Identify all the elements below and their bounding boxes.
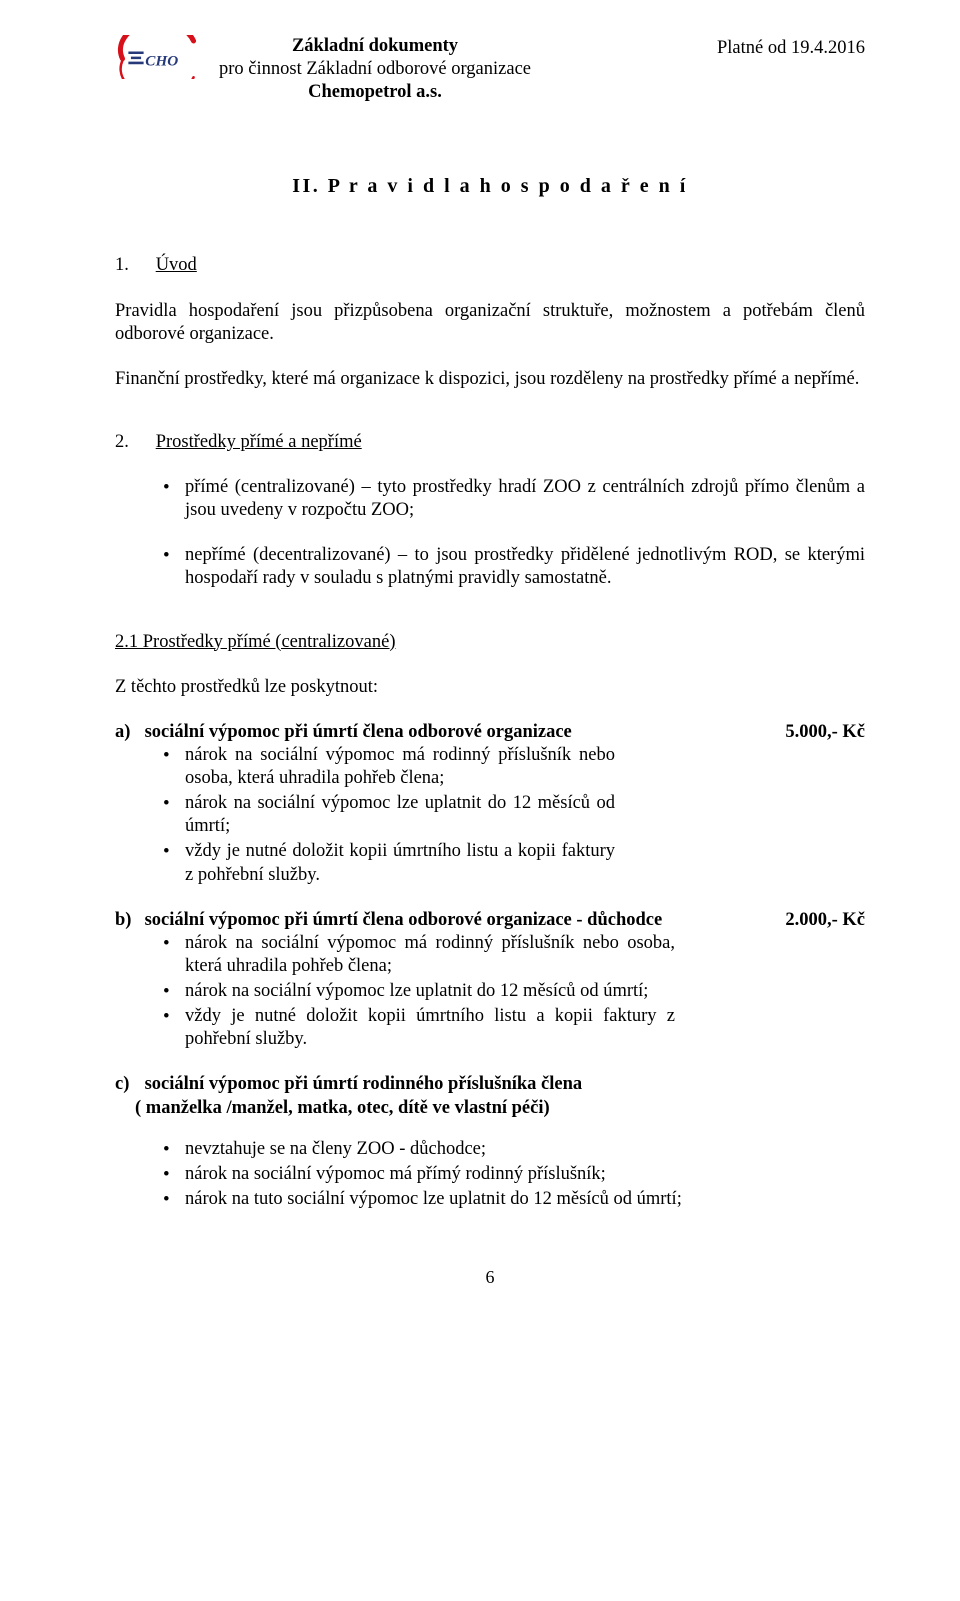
- header-left: CHO Základní dokumenty pro činnost Zákla…: [115, 35, 531, 104]
- valid-from: Platné od 19.4.2016: [717, 35, 865, 60]
- item-a-1: nárok na sociální výpomoc má rodinný pří…: [163, 744, 615, 790]
- item-c-title-line1: c)sociální výpomoc při úmrtí rodinného p…: [115, 1073, 865, 1096]
- item-a-2: nárok na sociální výpomoc lze uplatnit d…: [163, 792, 615, 838]
- item-a-list: nárok na sociální výpomoc má rodinný pří…: [115, 744, 615, 887]
- item-a-3: vždy je nutné doložit kopii úmrtního lis…: [163, 840, 615, 886]
- item-b-title: b)sociální výpomoc při úmrtí člena odbor…: [115, 909, 662, 932]
- item-b-list: nárok na sociální výpomoc má rodinný pří…: [115, 932, 675, 1052]
- section-2-bullets: přímé (centralizované) – tyto prostředky…: [115, 476, 865, 591]
- item-b-amount: 2.000,- Kč: [755, 909, 865, 932]
- item-b-1: nárok na sociální výpomoc má rodinný pří…: [163, 932, 675, 978]
- bullet-indirect: nepřímé (decentralizované) – to jsou pro…: [163, 544, 865, 590]
- page-number: 6: [115, 1266, 865, 1289]
- item-a-text: sociální výpomoc při úmrtí člena odborov…: [145, 722, 572, 742]
- header-line1: Základní dokumenty: [219, 35, 531, 58]
- item-b-2: nárok na sociální výpomoc lze uplatnit d…: [163, 980, 675, 1003]
- item-b-label: b): [115, 909, 145, 932]
- item-c-1: nevztahuje se na členy ZOO - důchodce;: [163, 1138, 865, 1161]
- section-1-title: Úvod: [156, 255, 197, 275]
- section-2-number: 2.: [115, 431, 156, 454]
- section-1-heading: 1.Úvod: [115, 254, 865, 277]
- header-line2: pro činnost Základní odborové organizace: [219, 58, 531, 81]
- item-a-amount: 5.000,- Kč: [755, 721, 865, 744]
- bullet-direct: přímé (centralizované) – tyto prostředky…: [163, 476, 865, 522]
- section-2-title: Prostředky přímé a nepřímé: [156, 432, 362, 452]
- item-a-title: a)sociální výpomoc při úmrtí člena odbor…: [115, 721, 572, 744]
- header-title-block: Základní dokumenty pro činnost Základní …: [219, 35, 531, 104]
- item-b: b)sociální výpomoc při úmrtí člena odbor…: [115, 909, 865, 1052]
- item-c-list: nevztahuje se na členy ZOO - důchodce; n…: [115, 1138, 865, 1211]
- item-a-label: a): [115, 721, 145, 744]
- item-c-3: nárok na tuto sociální výpomoc lze uplat…: [163, 1188, 865, 1211]
- section-2-1-lead: Z těchto prostředků lze poskytnout:: [115, 676, 865, 699]
- item-c-title-line2: ( manželka /manžel, matka, otec, dítě ve…: [115, 1097, 865, 1120]
- header-line3: Chemopetrol a.s.: [219, 81, 531, 104]
- item-c-text-1: sociální výpomoc při úmrtí rodinného pří…: [145, 1074, 583, 1094]
- item-c-2: nárok na sociální výpomoc má přímý rodin…: [163, 1163, 865, 1186]
- item-b-3: vždy je nutné doložit kopii úmrtního lis…: [163, 1005, 675, 1051]
- section-2-1-heading: 2.1 Prostředky přímé (centralizované): [115, 631, 865, 654]
- section-1-para-2: Finanční prostředky, které má organizace…: [115, 368, 865, 391]
- section-1-number: 1.: [115, 254, 156, 277]
- section-2-heading: 2.Prostředky přímé a nepřímé: [115, 431, 865, 454]
- svg-text:CHO: CHO: [145, 52, 178, 69]
- item-c-label: c): [115, 1073, 145, 1096]
- item-b-row: b)sociální výpomoc při úmrtí člena odbor…: [115, 909, 865, 932]
- item-c: c)sociální výpomoc při úmrtí rodinného p…: [115, 1073, 865, 1211]
- document-header: CHO Základní dokumenty pro činnost Zákla…: [115, 35, 865, 104]
- page-title: II. P r a v i d l a h o s p o d a ř e n …: [115, 174, 865, 199]
- item-a-row: a)sociální výpomoc při úmrtí člena odbor…: [115, 721, 865, 744]
- section-1-para-1: Pravidla hospodaření jsou přizpůsobena o…: [115, 300, 865, 346]
- echo-logo: CHO: [115, 35, 201, 79]
- item-b-text: sociální výpomoc při úmrtí člena odborov…: [145, 910, 663, 930]
- item-a: a)sociální výpomoc při úmrtí člena odbor…: [115, 721, 865, 887]
